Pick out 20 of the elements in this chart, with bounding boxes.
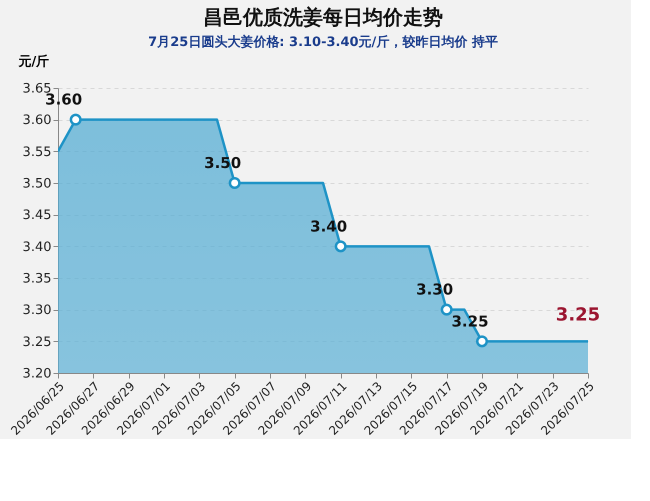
point [334, 240, 347, 252]
y-tick-label: 3.25 [22, 334, 52, 350]
point [228, 177, 241, 189]
point [70, 114, 82, 126]
data-label: 3.25 [451, 312, 489, 330]
chart-subtitle: 7月25日圆头大姜价格: 3.10-3.40元/斤，较昨日均价 持平 [148, 34, 498, 50]
chart-title: 昌邑优质洗姜每日均价走势 [203, 5, 443, 29]
y-tick-label: 3.45 [22, 208, 52, 224]
y-tick-label: 3.40 [22, 240, 52, 255]
point [476, 335, 488, 348]
y-axis-title: 元/斤 [18, 54, 50, 70]
y-tick-label: 3.35 [22, 272, 52, 286]
annotation: 3.25 [556, 304, 600, 326]
y-tick-label: 3.30 [22, 303, 52, 318]
data-label: 3.30 [416, 280, 454, 299]
y-tick-label: 3.55 [22, 144, 52, 160]
point [440, 304, 453, 316]
y-tick-label: 3.20 [22, 366, 52, 382]
y-tick-label: 3.50 [22, 176, 52, 192]
y-tick-label: 3.60 [22, 113, 52, 128]
